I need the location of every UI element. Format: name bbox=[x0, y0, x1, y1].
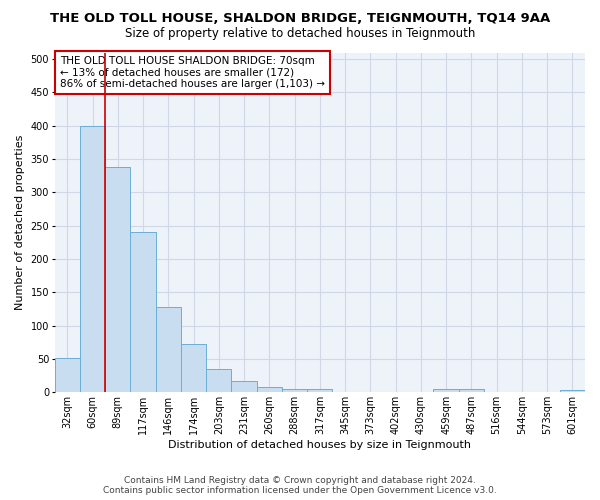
Bar bbox=[80, 126, 105, 392]
Bar bbox=[156, 307, 181, 392]
Bar bbox=[433, 389, 459, 392]
Bar bbox=[282, 389, 307, 392]
Bar bbox=[560, 390, 585, 392]
Bar bbox=[257, 387, 282, 392]
Bar bbox=[459, 389, 484, 392]
Bar bbox=[206, 369, 232, 392]
Text: THE OLD TOLL HOUSE SHALDON BRIDGE: 70sqm
← 13% of detached houses are smaller (1: THE OLD TOLL HOUSE SHALDON BRIDGE: 70sqm… bbox=[60, 56, 325, 89]
Bar bbox=[130, 232, 156, 392]
Bar bbox=[105, 167, 130, 392]
Text: Contains HM Land Registry data © Crown copyright and database right 2024.
Contai: Contains HM Land Registry data © Crown c… bbox=[103, 476, 497, 495]
Bar bbox=[181, 344, 206, 393]
Y-axis label: Number of detached properties: Number of detached properties bbox=[15, 134, 25, 310]
X-axis label: Distribution of detached houses by size in Teignmouth: Distribution of detached houses by size … bbox=[169, 440, 472, 450]
Bar bbox=[55, 358, 80, 392]
Text: THE OLD TOLL HOUSE, SHALDON BRIDGE, TEIGNMOUTH, TQ14 9AA: THE OLD TOLL HOUSE, SHALDON BRIDGE, TEIG… bbox=[50, 12, 550, 26]
Text: Size of property relative to detached houses in Teignmouth: Size of property relative to detached ho… bbox=[125, 28, 475, 40]
Bar bbox=[232, 381, 257, 392]
Bar bbox=[307, 389, 332, 392]
